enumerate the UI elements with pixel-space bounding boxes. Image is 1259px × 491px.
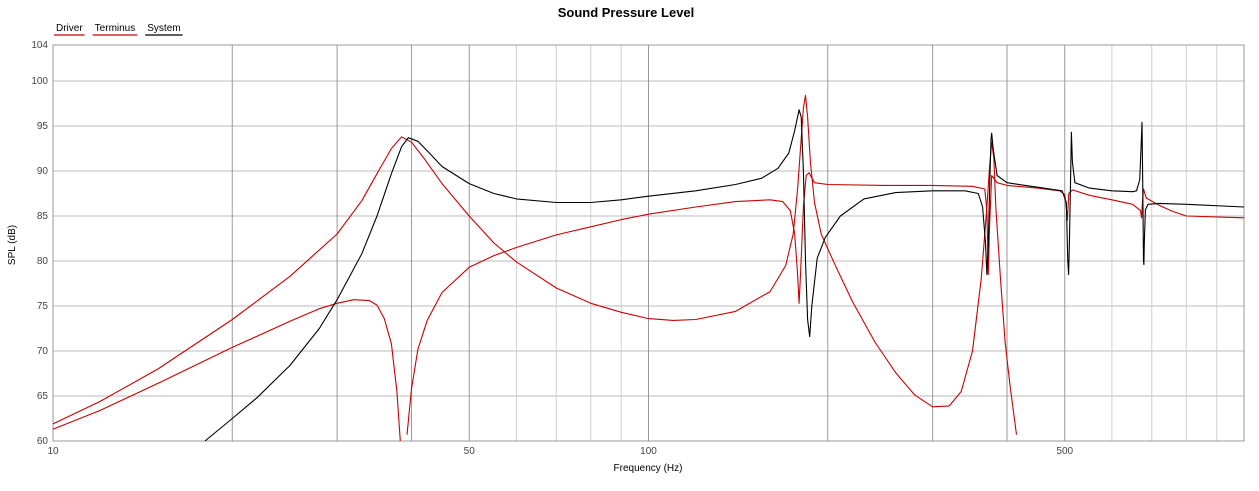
y-tick-label: 90 bbox=[37, 166, 49, 177]
y-tick-label: 75 bbox=[37, 301, 49, 312]
series-layer bbox=[52, 94, 1245, 442]
legend-item-system: System bbox=[147, 23, 180, 34]
y-tick-label: 95 bbox=[37, 121, 49, 132]
tick-labels: 60 65 70 75 80 85 90 95 100 104 10 50 100 500 bbox=[31, 40, 1073, 457]
plot-area-frame bbox=[52, 44, 1245, 442]
x-tick-label: 50 bbox=[464, 446, 476, 457]
y-tick-label: 80 bbox=[37, 256, 49, 267]
legend: Driver Terminus System bbox=[54, 23, 183, 36]
series-line-driver bbox=[52, 94, 1018, 435]
x-tick-label: 500 bbox=[1056, 446, 1073, 457]
legend-item-driver: Driver bbox=[56, 23, 83, 34]
series-line-terminus bbox=[52, 172, 1245, 442]
y-tick-label: 104 bbox=[31, 40, 48, 51]
y-tick-label: 85 bbox=[37, 211, 49, 222]
grid-lines bbox=[53, 44, 1245, 442]
y-tick-label: 100 bbox=[31, 76, 48, 87]
x-tick-label: 10 bbox=[47, 446, 59, 457]
chart-title: Sound Pressure Level bbox=[558, 5, 695, 20]
y-axis-label: SPL (dB) bbox=[7, 225, 18, 265]
x-axis-label: Frequency (Hz) bbox=[614, 463, 683, 474]
y-tick-label: 60 bbox=[37, 436, 49, 447]
series-line-system bbox=[204, 109, 1245, 442]
x-tick-label: 100 bbox=[640, 446, 657, 457]
y-tick-label: 65 bbox=[37, 391, 49, 402]
legend-item-terminus: Terminus bbox=[95, 23, 136, 34]
y-tick-label: 70 bbox=[37, 346, 49, 357]
